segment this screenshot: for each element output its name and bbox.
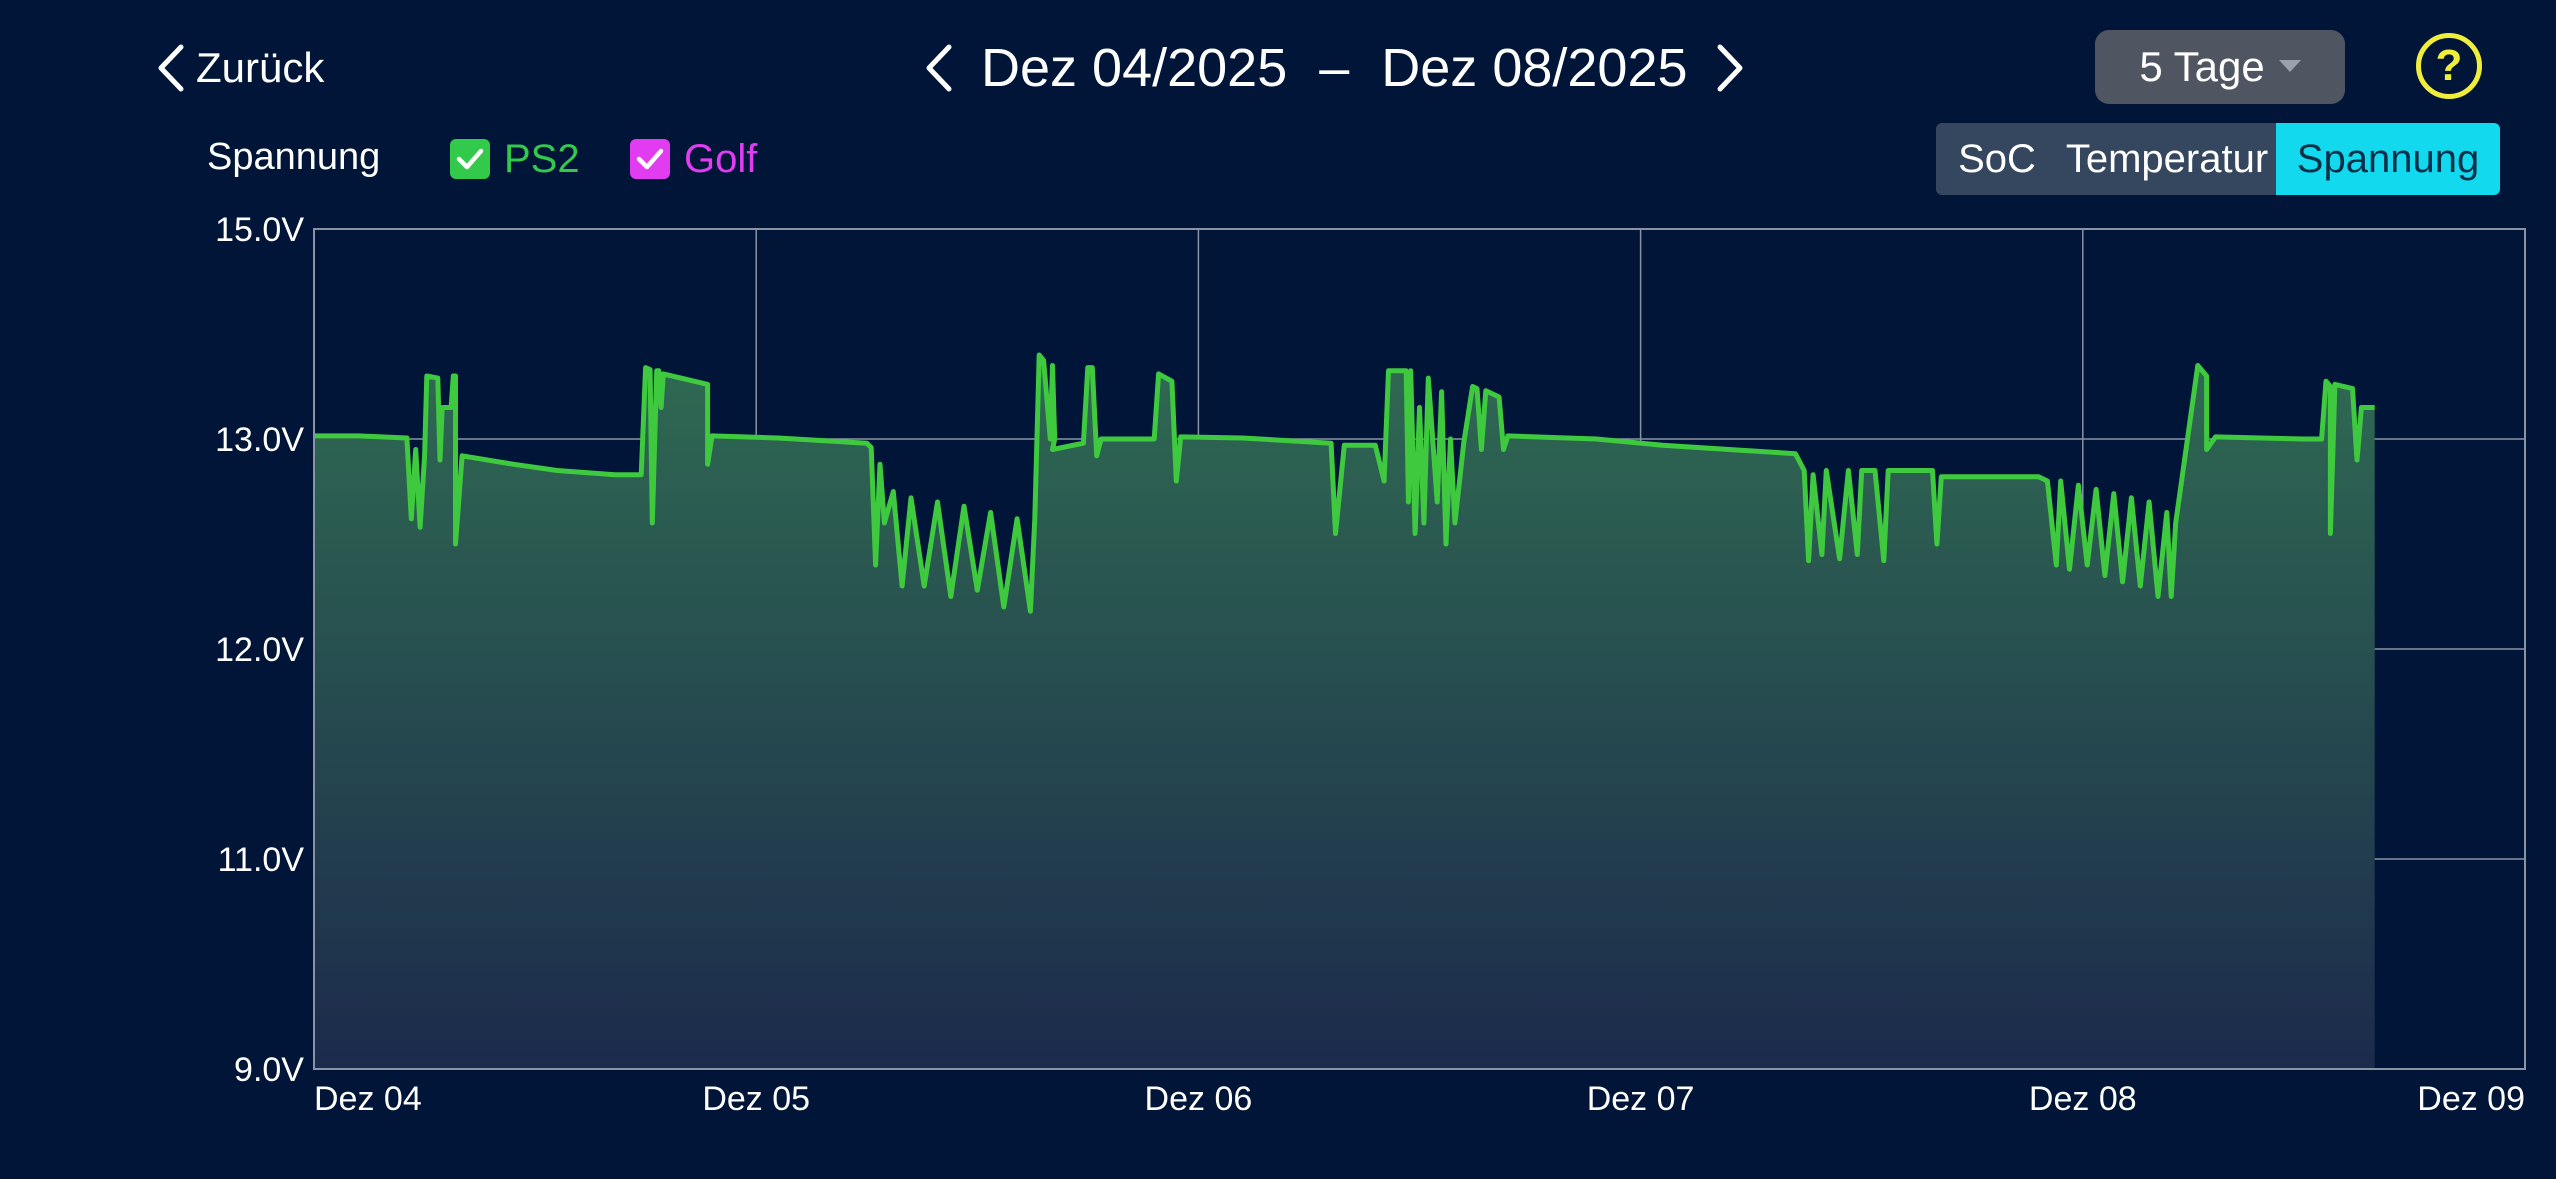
- tab-temperatur[interactable]: Temperatur: [2065, 136, 2269, 181]
- y-tick-label: 15.0V: [215, 211, 304, 249]
- next-period-button[interactable]: [1706, 30, 1754, 106]
- date-navigation: Dez 04/2025 – Dez 08/2025: [915, 30, 1754, 106]
- x-tick-label: Dez 09: [2417, 1080, 2525, 1118]
- ps2-line: [314, 352, 2375, 614]
- tab-soc[interactable]: SoC: [1958, 136, 2036, 181]
- chevron-left-icon: [158, 44, 184, 92]
- checkmark-icon: [636, 148, 664, 170]
- x-tick-label: Dez 04: [314, 1080, 422, 1118]
- ps2-checkbox[interactable]: PS2: [450, 136, 580, 182]
- x-tick-label: Dez 08: [2029, 1080, 2137, 1118]
- checkbox-box: [630, 139, 670, 179]
- checkbox-box: [450, 139, 490, 179]
- previous-period-button[interactable]: [915, 30, 963, 106]
- y-tick-label: 12.0V: [215, 631, 304, 669]
- chevron-left-icon: [926, 44, 952, 92]
- back-label: Zurück: [196, 44, 325, 91]
- y-tick-label: 9.0V: [234, 1051, 304, 1089]
- y-tick-label: 11.0V: [218, 841, 305, 879]
- x-tick-label: Dez 06: [1145, 1080, 1253, 1118]
- y-tick-label: 13.0V: [215, 421, 304, 459]
- range-dropdown[interactable]: 5 Tage: [2095, 30, 2345, 104]
- question-icon: ?: [2435, 41, 2463, 90]
- plot-frame: [313, 228, 2526, 1070]
- x-axis: Dez 04 Dez 05 Dez 06 Dez 07 Dez 08 Dez 09: [314, 1080, 2525, 1118]
- date-from: Dez 04/2025: [981, 38, 1288, 98]
- golf-label: Golf: [684, 136, 758, 181]
- caret-down-icon: [2278, 60, 2301, 72]
- back-button[interactable]: Zurück: [156, 38, 324, 98]
- metric-tabs: SoC Temperatur Spannung: [1936, 123, 2500, 195]
- x-tick-label: Dez 07: [1587, 1080, 1695, 1118]
- tab-spannung[interactable]: Spannung: [2276, 123, 2500, 195]
- series-label: Spannung: [207, 136, 381, 178]
- help-button[interactable]: ?: [2416, 33, 2482, 99]
- y-axis: 15.0V 13.0V 12.0V 11.0V 9.0V: [215, 211, 304, 1089]
- date-separator: –: [1319, 38, 1350, 98]
- golf-checkbox[interactable]: Golf: [630, 136, 757, 182]
- x-tick-label: Dez 05: [702, 1080, 810, 1118]
- date-to: Dez 08/2025: [1381, 38, 1688, 98]
- checkmark-icon: [456, 148, 484, 170]
- range-label: 5 Tage: [2139, 43, 2265, 90]
- ps2-label: PS2: [504, 136, 580, 181]
- chevron-right-icon: [1717, 44, 1743, 92]
